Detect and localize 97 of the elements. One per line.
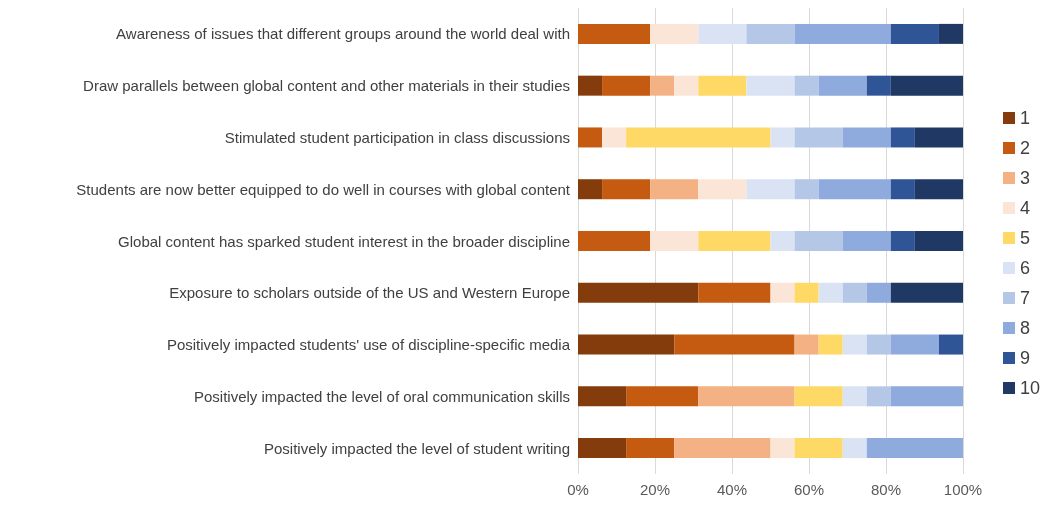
x-tick-label: 20% [639, 481, 671, 498]
bar [602, 179, 651, 200]
bar [674, 334, 795, 355]
bar [746, 179, 795, 200]
bar [794, 282, 819, 303]
bar [698, 282, 771, 303]
bar [578, 75, 603, 96]
bar [890, 282, 963, 303]
bar [818, 75, 867, 96]
bar [650, 23, 699, 44]
bar [866, 75, 891, 96]
bar [578, 127, 603, 148]
y-tick-label: Global content has sparked student interest in the broader discipline [118, 232, 570, 250]
bar [746, 23, 795, 44]
bar [794, 127, 843, 148]
bar [650, 179, 699, 200]
bar [818, 334, 843, 355]
x-tick-label: 40% [716, 481, 748, 498]
bar [818, 282, 843, 303]
legend-label: 6 [1019, 258, 1030, 278]
bar [650, 75, 675, 96]
x-tick-label: 0% [567, 481, 589, 498]
bar [698, 23, 747, 44]
bar [578, 438, 627, 459]
bar [698, 179, 747, 200]
bar [626, 386, 699, 407]
bar [674, 75, 699, 96]
bar [890, 75, 963, 96]
bar [794, 386, 843, 407]
bar [842, 282, 867, 303]
x-tick-label: 100% [943, 481, 983, 498]
bar [794, 231, 843, 251]
bar [866, 386, 891, 407]
bar [890, 386, 963, 407]
bar [890, 231, 915, 251]
bar [746, 75, 795, 96]
legend-label: 8 [1019, 318, 1030, 338]
bar [914, 127, 963, 148]
bar [938, 334, 963, 355]
bar [650, 231, 699, 251]
bar [578, 334, 675, 355]
bar [818, 179, 891, 200]
bar [794, 179, 819, 200]
bar [770, 231, 795, 251]
bar [698, 231, 771, 251]
bar [866, 282, 891, 303]
x-tick-label: 60% [793, 481, 825, 498]
bar [842, 231, 891, 251]
bar [578, 179, 603, 200]
bar [794, 75, 819, 96]
bar [770, 127, 795, 148]
y-tick-label: Awareness of issues that different groups around the world deal with [116, 25, 570, 43]
bar [914, 231, 963, 251]
bar [794, 23, 891, 44]
bar [770, 282, 795, 303]
y-tick-label: Positively impacted students' use of discipline-specific media [166, 336, 571, 354]
legend-label: 3 [1019, 168, 1030, 188]
bar [842, 386, 867, 407]
legend-label: 10 [1019, 378, 1041, 398]
bar [698, 75, 747, 96]
y-tick-label: Exposure to scholars outside of the US and Western Europe [169, 284, 570, 302]
bar [626, 127, 771, 148]
legend-label: 4 [1019, 198, 1030, 218]
bar [866, 438, 963, 459]
bar [842, 334, 867, 355]
bar [914, 179, 963, 200]
bar [890, 127, 915, 148]
bar [626, 438, 675, 459]
bar [890, 334, 939, 355]
bar [578, 231, 651, 251]
legend-label: 9 [1019, 348, 1030, 368]
bar [842, 127, 891, 148]
bar [866, 334, 891, 355]
bar [578, 23, 651, 44]
bar [842, 438, 867, 459]
bar [602, 75, 651, 96]
y-tick-label: Positively impacted the level of student writing [264, 439, 570, 457]
bar [602, 127, 627, 148]
bar [890, 23, 939, 44]
bar [698, 386, 795, 407]
legend-label: 2 [1019, 138, 1030, 158]
bar [770, 438, 795, 459]
bar [794, 438, 843, 459]
y-tick-label: Draw parallels between global content and other materials in their studies [83, 77, 570, 95]
legend-label: 1 [1019, 108, 1030, 128]
bar [938, 23, 963, 44]
bar [578, 386, 627, 407]
bar [674, 438, 771, 459]
bar [794, 334, 819, 355]
bar [578, 282, 699, 303]
y-tick-label: Students are now better equipped to do well in courses with global content [76, 180, 571, 198]
y-tick-label: Stimulated student participation in class discussions [224, 128, 570, 146]
x-tick-label: 80% [870, 481, 902, 498]
legend-label: 7 [1019, 288, 1030, 308]
bar [890, 179, 915, 200]
y-tick-label: Positively impacted the level of oral communication skills [194, 387, 570, 405]
legend-label: 5 [1019, 228, 1030, 248]
